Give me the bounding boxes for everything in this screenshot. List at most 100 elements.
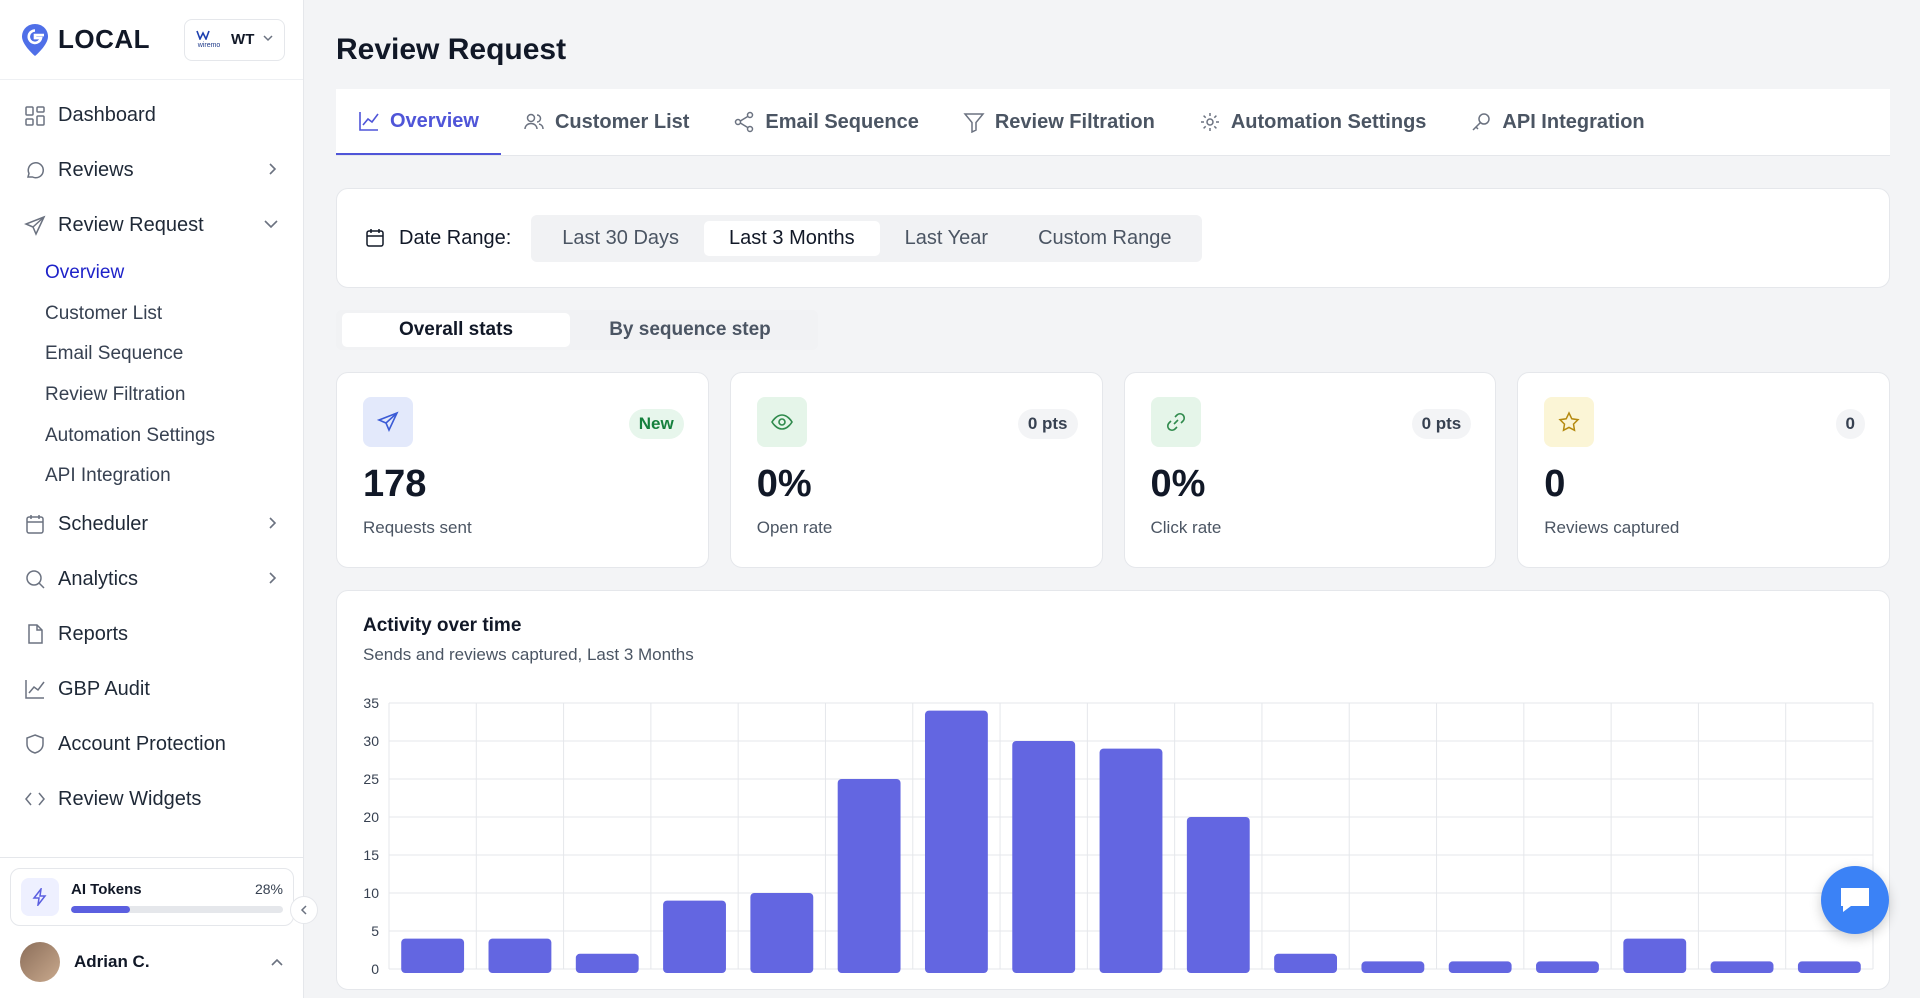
chevron-right-icon — [265, 514, 279, 535]
chart-bar[interactable] — [1099, 748, 1163, 973]
sidebar-item-label: Review Request — [58, 214, 204, 236]
tokens-progress-bar — [71, 906, 283, 913]
line-chart-icon — [358, 110, 380, 132]
chat-bubble-icon — [1841, 888, 1869, 912]
y-tick-label: 0 — [371, 961, 379, 977]
activity-bar-chart: 0 5 10 15 20 25 30 35 — [363, 695, 1874, 977]
sidebar-item-scheduler[interactable]: Scheduler — [0, 497, 303, 552]
chart-bar[interactable] — [1274, 953, 1338, 973]
chart-bar[interactable] — [1710, 961, 1774, 973]
collapse-sidebar-button[interactable] — [290, 896, 318, 924]
search-icon — [24, 568, 46, 590]
sidebar-subitem-email-sequence[interactable]: Email Sequence — [45, 343, 184, 365]
chart-subtitle: Sends and reviews captured, Last 3 Month… — [363, 645, 694, 664]
tokens-header: AI Tokens 28% — [71, 881, 283, 898]
tab-api-integration[interactable]: API Integration — [1448, 89, 1666, 155]
date-option-last-3-months[interactable]: Last 3 Months — [704, 220, 880, 256]
logo-pin-icon — [22, 23, 48, 56]
tokens-percent: 28% — [254, 881, 283, 897]
sidebar-footer: AI Tokens 28% Adrian C. — [0, 857, 318, 998]
tab-review-filtration[interactable]: Review Filtration — [941, 89, 1177, 155]
tab-email-sequence[interactable]: Email Sequence — [711, 89, 940, 155]
chevron-right-icon — [265, 569, 279, 590]
chevron-up-icon — [270, 954, 284, 970]
stat-card-click-rate: 0 pts 0% Click rate — [1123, 372, 1497, 568]
chart-bar[interactable] — [1361, 961, 1425, 973]
chart-bar[interactable] — [1536, 961, 1599, 973]
stat-label: Click rate — [1150, 518, 1222, 537]
chat-bubble-icon — [24, 160, 46, 182]
user-menu[interactable]: Adrian C. — [0, 926, 304, 998]
chart-bar[interactable] — [924, 710, 988, 973]
brand-logo[interactable]: LOCAL — [20, 23, 150, 57]
stat-card-open-rate: 0 pts 0% Open rate — [729, 372, 1103, 568]
chart-bar[interactable] — [663, 900, 726, 973]
users-icon — [523, 111, 545, 133]
stat-value: 0 — [1544, 463, 1566, 505]
sidebar-item-reports[interactable]: Reports — [0, 607, 303, 662]
sidebar-subitem-customer-list[interactable]: Customer List — [45, 302, 163, 324]
chart-bar[interactable] — [488, 938, 552, 973]
y-tick-label: 30 — [363, 733, 379, 749]
chat-support-button[interactable] — [1821, 866, 1889, 934]
workspace-logo: wiremo — [195, 30, 223, 49]
chart-bar[interactable] — [1186, 817, 1250, 973]
chart-bar[interactable] — [401, 938, 465, 973]
date-option-last-year[interactable]: Last Year — [904, 226, 989, 249]
lightning-icon — [21, 878, 59, 916]
activity-chart-card: Activity over time Sends and reviews cap… — [336, 590, 1890, 990]
y-tick-label: 35 — [363, 695, 379, 711]
chart-bar[interactable] — [1623, 938, 1687, 973]
sidebar-item-account-protection[interactable]: Account Protection — [0, 717, 303, 772]
sidebar-subitem-overview[interactable]: Overview — [45, 262, 125, 284]
sidebar-subitem-automation-settings[interactable]: Automation Settings — [45, 424, 216, 446]
tab-by-sequence-step[interactable]: By sequence step — [609, 319, 771, 340]
stat-label: Open rate — [756, 518, 833, 537]
sidebar-item-label: Reports — [58, 622, 129, 645]
tab-overview[interactable]: Overview — [336, 89, 501, 155]
chart-bar[interactable] — [1012, 741, 1076, 973]
chevron-down-icon — [263, 215, 279, 236]
sidebar-subitem-review-filtration[interactable]: Review Filtration — [45, 384, 186, 406]
ai-tokens-card[interactable]: AI Tokens 28% — [10, 868, 294, 926]
page-title: Review Request — [336, 33, 567, 66]
chart-bar[interactable] — [1448, 961, 1512, 973]
chevron-left-icon — [300, 905, 307, 915]
tab-label: Email Sequence — [765, 110, 919, 133]
document-icon — [24, 623, 46, 645]
sidebar-item-review-widgets[interactable]: Review Widgets — [0, 772, 303, 827]
tab-customer-list[interactable]: Customer List — [501, 89, 711, 155]
date-range-card: Date Range: Last 30 Days Last 3 Months L… — [336, 188, 1890, 288]
sidebar-item-dashboard[interactable]: Dashboard — [0, 88, 303, 143]
chart-bar[interactable] — [1797, 961, 1861, 973]
sidebar-item-gbp-audit[interactable]: GBP Audit — [0, 662, 303, 717]
date-range-text: Date Range: — [399, 226, 512, 249]
sidebar-item-review-request[interactable]: Review Request — [0, 198, 303, 253]
calendar-icon — [24, 513, 46, 535]
key-icon — [1470, 111, 1492, 133]
gear-icon — [1199, 111, 1221, 133]
date-option-custom-range[interactable]: Custom Range — [1038, 226, 1172, 249]
tokens-progress-fill — [71, 906, 131, 913]
sidebar-item-analytics[interactable]: Analytics — [0, 552, 303, 607]
brand-name: LOCAL — [58, 24, 151, 54]
workspace-select[interactable]: wiremo WT — [184, 18, 286, 61]
stats-view-toggle: Overall stats By sequence step — [336, 310, 818, 350]
link-icon — [1150, 397, 1201, 447]
stat-value: 178 — [363, 463, 427, 505]
code-icon — [24, 788, 46, 810]
dashboard-grid-icon — [24, 105, 46, 127]
avatar — [20, 942, 60, 982]
tab-label: API Integration — [1502, 110, 1645, 133]
date-option-last-30-days[interactable]: Last 30 Days — [562, 226, 680, 249]
chart-bar[interactable] — [575, 953, 639, 973]
tab-overall-stats[interactable]: Overall stats — [342, 313, 570, 347]
sidebar-subitem-api-integration[interactable]: API Integration — [45, 465, 171, 487]
chart-bar[interactable] — [750, 893, 814, 973]
tab-automation-settings[interactable]: Automation Settings — [1177, 89, 1449, 155]
sidebar-item-label: Reviews — [58, 159, 134, 181]
chart-bar[interactable] — [837, 779, 901, 973]
tokens-label: AI Tokens — [71, 881, 142, 898]
sidebar-item-reviews[interactable]: Reviews — [0, 143, 303, 198]
status-badge: 0 pts — [1017, 409, 1078, 439]
